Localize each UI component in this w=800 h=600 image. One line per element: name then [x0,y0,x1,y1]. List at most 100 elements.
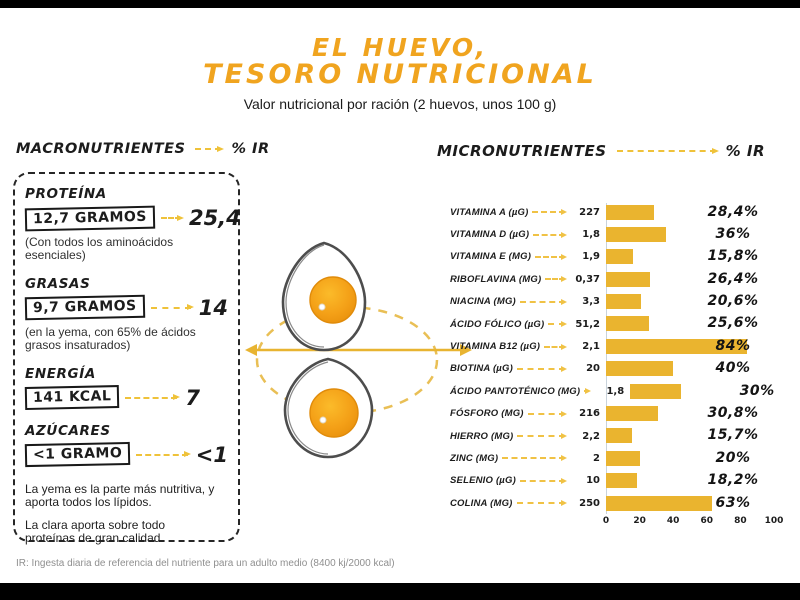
micronutrient-row: VITAMINA E (MG) 1,9 15,8% [450,246,782,268]
ir-definition-footnote: IR: Ingesta diaria de referencia del nut… [16,558,395,569]
x-tick-label: 100 [764,516,784,526]
percent-label: 30% [739,382,775,399]
micronutrient-amount: 1,8 [606,385,625,397]
macro-item-energia: ENERGÍA 141 KCAL 7 [24,366,228,411]
bar-zone: 26,4% [606,268,782,290]
macronutrients-heading-label: MACRONUTRIENTES [16,141,186,157]
egg-top-yolk [309,276,357,324]
macro-name: AZÚCARES [25,422,111,439]
egg-illustration [243,228,483,478]
micronutrient-amount: 216 [579,408,600,420]
x-tick-label: 20 [633,516,646,526]
bar [606,226,667,242]
bar-zone: 20,6% [606,291,782,313]
macro-note: (Con todos los aminoácidos esenciales) [25,235,174,263]
micronutrient-label: VITAMINA E (MG) [450,251,532,263]
micronutrient-label: FÓSFORO (MG) [450,408,524,420]
bar [606,428,633,444]
micronutrient-amount: 227 [579,206,600,218]
bar [606,473,637,489]
micronutrient-label: ZINC (MG) [450,452,499,464]
micronutrient-row: NIACINA (MG) 3,3 20,6% [450,291,782,313]
dashed-arrow-icon [502,455,567,462]
bar-zone: 40% [606,358,782,380]
dashed-arrow-icon [516,500,568,507]
micronutrients-heading-suffix: % IR [725,142,765,160]
percent-label: 15,8% [707,248,759,265]
micronutrient-amount: 51,2 [575,318,600,330]
micronutrient-amount: 2,2 [582,430,600,442]
dashed-arrow-icon [125,394,181,401]
dashed-arrow-icon [527,410,568,417]
bar [606,204,654,220]
macro-ir-value: 14 [198,295,228,320]
width-arrow [245,344,472,356]
micronutrient-amount: 3,3 [582,296,600,308]
macronutrients-heading-suffix: % IR [231,141,270,157]
dashed-arrow-icon [533,231,567,238]
dashed-arrow-icon [150,304,194,311]
yolk-highlight [319,416,327,424]
macro-name: GRASAS [25,275,91,292]
micronutrients-heading-label: MICRONUTRIENTES [437,142,607,160]
micronutrient-amount: 2,1 [582,341,600,353]
macro-amount-row: <1 GRAMO <1 [24,442,228,468]
bar-zone: 20% [606,447,782,469]
micronutrient-row: SELENIO (µG) 10 18,2% [450,470,782,492]
dashed-arrow-icon [519,477,568,484]
bar [606,361,674,377]
macro-amount-box: 12,7 GRAMOS [24,205,156,231]
micronutrients-heading: MICRONUTRIENTES % IR [437,142,765,160]
macro-note: (en la yema, con 65% de ácidos grasos in… [25,324,196,353]
macro-ir-value: <1 [195,442,228,467]
bar [630,383,681,399]
micronutrient-row: COLINA (MG) 250 63% [450,492,782,514]
macro-name: PROTEÍNA [25,186,107,202]
x-tick-label: 0 [602,516,610,526]
bar-zone: 30,8% [606,403,782,425]
bar-zone: 18,2% [606,470,782,492]
bar [606,495,712,511]
micronutrient-row: VITAMINA D (µG) 1,8 36% [450,223,782,245]
micronutrient-label: SELENIO (µG) [450,475,516,487]
bar [606,294,641,310]
micronutrient-row: FÓSFORO (MG) 216 30,8% [450,403,782,425]
chart-baseline [606,203,607,514]
percent-label: 28,4% [707,203,759,220]
dashed-arrow-icon [195,145,225,152]
x-tick-label: 80 [734,516,747,526]
macro-item-azucares: AZÚCARES <1 GRAMO <1 [24,422,228,468]
macro-amount-row: 141 KCAL 7 [24,385,228,411]
macro-amount-box: <1 GRAMO [24,442,131,468]
yolk-highlight [318,303,326,311]
macro-footnote-yema: La yema es la parte más nutritiva, y apo… [25,481,215,509]
micronutrient-row: VITAMINA B12 (µG) 2,1 84% [450,335,782,357]
bar-zone: 15,8% [606,246,782,268]
bar-zone: 25,6% [606,313,782,335]
macro-ir-value: 7 [185,385,200,410]
micronutrient-amount: 1,8 [582,229,600,241]
bar [606,450,640,466]
percent-label: 36% [715,225,751,242]
bar [606,338,748,354]
micronutrient-label: ÁCIDO PANTOTÉNICO (MG) [450,385,581,397]
macronutrients-panel: PROTEÍNA 12,7 GRAMOS 25,4 (Con todos los… [13,172,241,545]
macro-amount-row: 12,7 GRAMOS 25,4 [24,205,241,231]
page-title: EL HUEVO, TESORO NUTRICIONAL [0,35,800,89]
micronutrient-row: BIOTINA (µG) 20 40% [450,358,782,380]
x-tick-label: 60 [700,516,714,526]
micronutrients-chart: VITAMINA A (µG) 227 28,4% VITAMINA D (µG) 1,… [450,201,782,514]
percent-label: 26,4% [707,270,759,287]
micronutrient-label: VITAMINA D (µG) [450,229,530,241]
bar [606,271,651,287]
dashed-arrow-icon [160,214,184,221]
percent-label: 63% [715,494,751,511]
micronutrient-label: ÁCIDO FÓLICO (µG) [450,318,545,330]
micronutrient-label: HIERRO (MG) [450,430,514,442]
dashed-arrow-icon [545,276,567,283]
macro-item-grasas: GRASAS 9,7 GRAMOS 14 (en la yema, con 65… [24,275,228,353]
micronutrient-row: ÁCIDO PANTOTÉNICO (MG) 1,8 30% [450,380,782,402]
micronutrient-label: NIACINA (MG) [450,296,516,308]
macro-amount-row: 9,7 GRAMOS 14 [24,295,228,321]
x-tick-label: 40 [666,516,680,526]
